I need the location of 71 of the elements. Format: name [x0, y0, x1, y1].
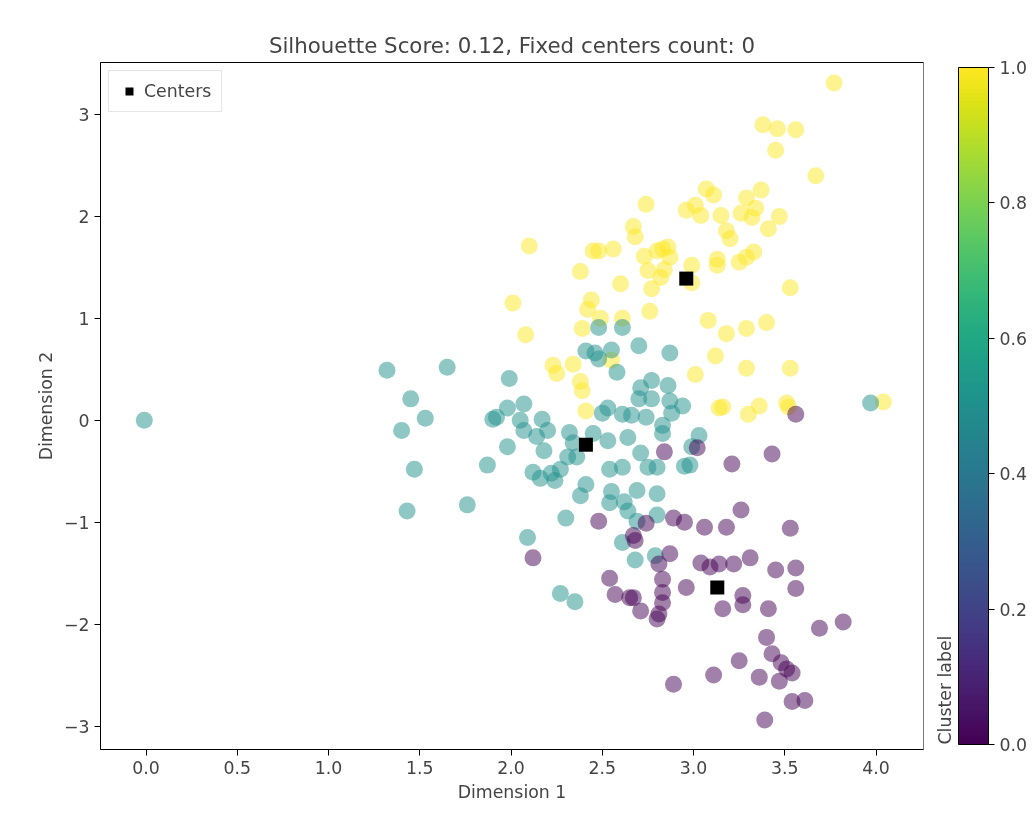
point	[648, 610, 666, 628]
point	[650, 555, 668, 573]
point	[725, 555, 743, 573]
point	[750, 668, 768, 686]
point	[606, 586, 624, 604]
x-tick-label: 1.5	[406, 757, 434, 778]
point	[717, 518, 735, 536]
color-bar-title: Cluster label	[934, 635, 955, 745]
point	[770, 672, 788, 690]
point	[732, 501, 750, 519]
point	[679, 271, 694, 286]
point	[601, 569, 619, 587]
point	[758, 628, 776, 646]
y-tick-label: −3	[63, 716, 90, 737]
y-tick-label: 0	[78, 410, 90, 431]
color-bar-label: 0.2	[999, 599, 1028, 620]
point	[767, 561, 785, 579]
point	[632, 602, 650, 620]
y-tick-label: −2	[63, 614, 90, 635]
point	[665, 675, 682, 693]
point	[759, 600, 777, 618]
color-bar-label: 0.8	[999, 193, 1028, 214]
x-tick-label: 0.0	[132, 757, 160, 778]
y-tick-label: 1	[78, 308, 90, 329]
point	[675, 513, 693, 531]
x-tick-label: 1.0	[314, 757, 343, 778]
x-tick-label: 3.5	[771, 757, 799, 778]
point	[781, 519, 799, 537]
x-axis-title: Dimension 1	[457, 781, 567, 802]
point	[734, 596, 752, 614]
y-tick-label: 2	[78, 206, 90, 227]
point	[655, 443, 673, 461]
point	[783, 664, 801, 682]
point	[741, 549, 759, 567]
x-tick-label: 4.0	[862, 757, 890, 778]
point	[705, 666, 723, 684]
x-tick-label: 2.5	[588, 757, 617, 778]
point	[796, 692, 814, 710]
x-tick-label: 0.5	[223, 757, 252, 778]
color-bar-label: 0.4	[999, 464, 1028, 485]
point	[730, 652, 748, 670]
point	[810, 619, 828, 637]
y-tick-label: 3	[78, 104, 90, 125]
y-axis-title: Dimension 2	[35, 351, 56, 461]
point	[661, 545, 679, 563]
point	[834, 613, 852, 631]
point	[787, 559, 805, 577]
point	[710, 555, 728, 573]
point	[590, 512, 608, 530]
y-tick-label: −1	[63, 512, 90, 533]
x-tick-label: 3.0	[679, 757, 708, 778]
point	[637, 514, 655, 532]
point	[624, 526, 642, 544]
x-tick-label: 2.0	[497, 757, 525, 778]
color-bar-label: 1.0	[999, 58, 1028, 78]
legend-label: Centers	[144, 81, 212, 101]
point	[688, 439, 706, 457]
point	[524, 549, 542, 567]
point	[696, 518, 714, 536]
color-bar-label: 0.0	[999, 735, 1028, 755]
point	[578, 437, 593, 452]
point	[763, 445, 781, 463]
point	[756, 711, 774, 729]
chart-title: Silhouette Score: 0.12, Fixed centers count: 0	[268, 32, 756, 58]
point	[710, 580, 725, 595]
point	[787, 405, 805, 423]
point	[787, 579, 805, 597]
point	[714, 600, 732, 618]
color-bar-label: 0.6	[999, 328, 1028, 349]
point	[723, 455, 741, 473]
point	[677, 578, 695, 596]
